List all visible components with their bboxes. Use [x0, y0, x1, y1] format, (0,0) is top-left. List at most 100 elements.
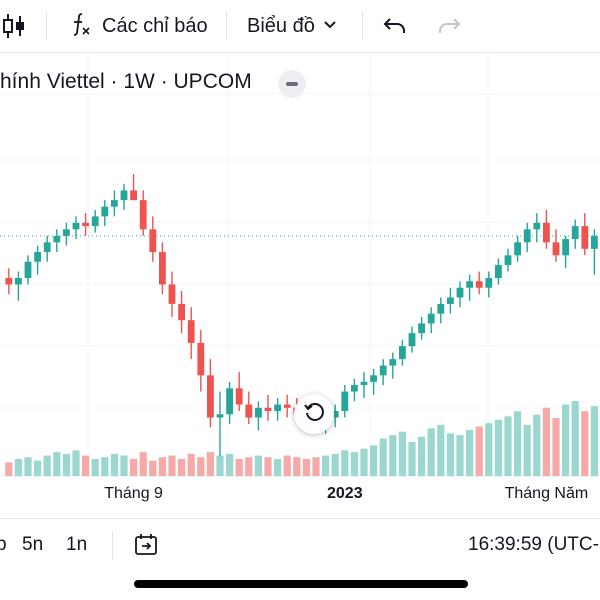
volume-bar — [197, 457, 205, 476]
candle-body — [53, 235, 61, 243]
candle-body — [418, 323, 425, 334]
candle-body — [552, 242, 560, 256]
volume-bar — [91, 458, 99, 476]
bottom-toolbar: p 5n 1n 16:39:59 (UTC- — [0, 518, 600, 571]
volume-bar — [101, 457, 109, 476]
candle-body — [216, 414, 224, 418]
toolbar-divider — [46, 12, 47, 40]
volume-bar — [72, 450, 80, 476]
volume-bar — [360, 448, 368, 476]
goto-date-icon[interactable] — [133, 519, 159, 571]
home-indicator — [134, 580, 468, 588]
volume-bar — [350, 452, 358, 476]
candle-body — [370, 375, 377, 382]
volume-bar — [216, 455, 224, 476]
candle-body — [331, 411, 339, 418]
chevron-down-icon — [323, 17, 337, 35]
candle-body — [149, 229, 157, 253]
candle-body — [159, 252, 166, 285]
range-button[interactable]: 5n — [22, 534, 44, 555]
indicators-button[interactable]: Các chỉ báo — [68, 0, 208, 52]
candle-body — [72, 222, 80, 230]
volume-bar — [408, 441, 416, 476]
toolbar-divider — [362, 12, 363, 40]
volume-bar — [82, 455, 90, 476]
chart-type-button[interactable]: Biểu đồ — [247, 0, 337, 52]
collapse-legend-button[interactable] — [278, 70, 306, 98]
volume-bar — [293, 457, 301, 476]
reset-chart-button[interactable] — [294, 394, 334, 434]
volume-bar — [24, 457, 32, 476]
candle-body — [130, 190, 137, 201]
function-icon — [68, 11, 96, 42]
volume-bar — [504, 416, 512, 476]
candle-body — [283, 404, 291, 408]
volume-bar — [562, 404, 570, 476]
range-button[interactable]: 1n — [66, 534, 88, 555]
candle-body — [591, 235, 598, 249]
candle-body — [427, 313, 435, 324]
toolbar-divider — [226, 12, 227, 40]
volume-bar — [62, 453, 70, 476]
volume-bar — [542, 407, 550, 476]
minus-icon — [286, 82, 298, 86]
candles-icon[interactable] — [0, 0, 30, 52]
candle-body — [207, 375, 214, 418]
volume-bar — [235, 458, 243, 476]
candle-body — [15, 278, 22, 285]
volume-bar — [5, 462, 13, 476]
x-tick-label: 2023 — [327, 485, 363, 502]
undo-icon[interactable] — [382, 0, 408, 52]
candle-body — [533, 222, 541, 230]
candle-body — [543, 222, 550, 243]
volume-bar — [120, 455, 128, 476]
candle-body — [514, 242, 521, 256]
toolbar-divider — [112, 531, 113, 559]
candle-body — [91, 216, 99, 227]
volume-bar — [226, 453, 234, 476]
volume-bar — [456, 435, 464, 476]
volume-bar — [446, 433, 454, 476]
candle-body — [475, 281, 483, 288]
candle-body — [63, 229, 70, 236]
volume-bar — [312, 457, 320, 476]
candle-body — [562, 239, 569, 256]
volume-bar — [494, 419, 502, 476]
candle-body — [24, 261, 32, 278]
volume-bar — [187, 453, 195, 476]
candle-body — [341, 391, 349, 412]
volume-bar — [168, 455, 176, 476]
volume-bar — [322, 455, 330, 476]
volume-bar — [341, 450, 349, 476]
candle-body — [360, 381, 368, 386]
candle-body — [255, 407, 262, 418]
volume-bar — [427, 428, 435, 476]
symbol-title: hính Viettel · 1W · UPCOM — [0, 70, 252, 93]
candle-body — [399, 346, 406, 360]
volume-bar — [389, 435, 397, 476]
clock-label: 16:39:59 (UTC- — [468, 534, 599, 555]
candle-body — [168, 284, 176, 304]
candle-body — [495, 265, 502, 278]
candle-body — [235, 388, 243, 405]
redo-icon[interactable] — [436, 0, 462, 52]
candle-body — [178, 303, 185, 321]
candle-body — [187, 320, 195, 343]
volume-bar — [14, 458, 22, 476]
volume-bar — [130, 458, 138, 476]
candle-body — [274, 404, 281, 412]
volume-bar — [283, 455, 291, 476]
candle-body — [485, 278, 493, 288]
volume-bar — [523, 424, 531, 476]
volume-bar — [206, 452, 214, 476]
volume-bar — [571, 401, 579, 476]
candle-body — [571, 226, 579, 240]
indicators-label: Các chỉ báo — [102, 14, 208, 37]
candle-body — [101, 206, 109, 217]
volume-bar — [370, 445, 378, 476]
candle-body — [139, 200, 147, 230]
volume-bar — [254, 455, 262, 476]
range-button[interactable]: p — [0, 534, 7, 555]
volume-bar — [43, 455, 51, 476]
